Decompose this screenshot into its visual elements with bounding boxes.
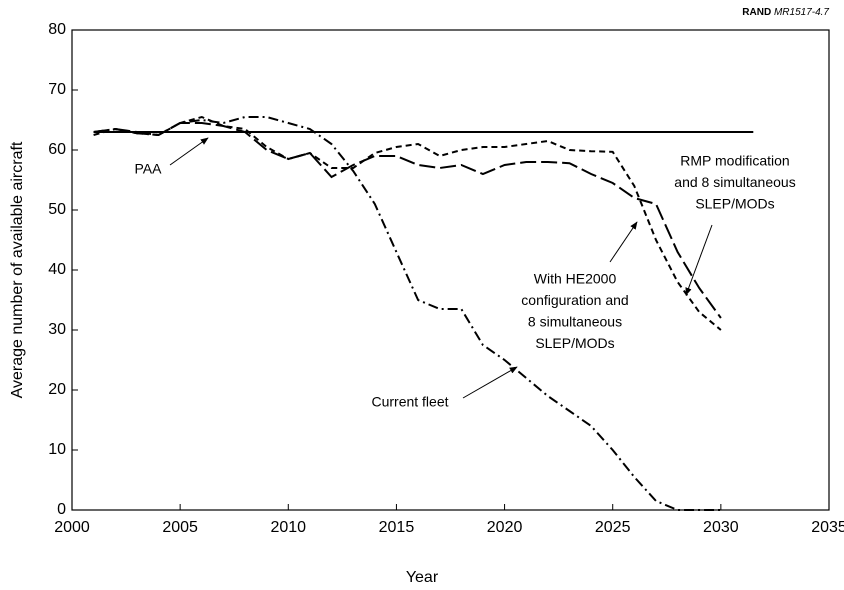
y-tick-label: 50 — [48, 201, 66, 218]
source-id: MR1517-4.7 — [774, 7, 829, 18]
x-tick-label: 2000 — [54, 519, 90, 536]
y-tick-label: 60 — [48, 141, 66, 158]
plot-frame — [71, 29, 830, 511]
y-tick-label: 40 — [48, 261, 66, 278]
x-axis-label: Year — [406, 569, 439, 586]
y-tick-label: 30 — [48, 321, 66, 338]
y-tick-label: 10 — [48, 441, 66, 458]
x-tick-label: 2025 — [595, 519, 631, 536]
arrow — [609, 221, 638, 263]
source: RAND MR1517-4.7 — [742, 7, 829, 18]
arrow — [169, 137, 209, 166]
x-tick-label: 2030 — [703, 519, 739, 536]
annotation: and 8 simultaneous — [674, 174, 795, 190]
y-tick-label: 0 — [57, 501, 66, 518]
series-line — [93, 122, 722, 319]
annotation: SLEP/MODs — [535, 335, 614, 351]
x-tick-label: 2005 — [162, 519, 198, 536]
series-line — [93, 115, 722, 331]
y-tick-label: 20 — [48, 381, 66, 398]
annotation: 8 simultaneous — [528, 314, 622, 330]
annotation: Current fleet — [371, 394, 448, 410]
y-tick-label: 80 — [48, 21, 66, 38]
arrow — [462, 366, 518, 399]
annotation: RMP modification — [680, 153, 789, 169]
y-tick-label: 70 — [48, 81, 66, 98]
source-org: RAND — [742, 7, 771, 18]
x-tick-label: 2020 — [487, 519, 523, 536]
arrow — [685, 224, 713, 296]
series-line — [93, 116, 721, 511]
annotation: PAA — [135, 161, 163, 177]
y-axis-label: Average number of available aircraft — [9, 141, 26, 398]
x-tick-label: 2010 — [270, 519, 306, 536]
annotation: With HE2000 — [534, 271, 617, 287]
x-tick-label: 2015 — [379, 519, 415, 536]
annotation: configuration and — [521, 292, 628, 308]
x-tick-label: 2035 — [811, 519, 844, 536]
annotation: SLEP/MODs — [695, 196, 774, 212]
